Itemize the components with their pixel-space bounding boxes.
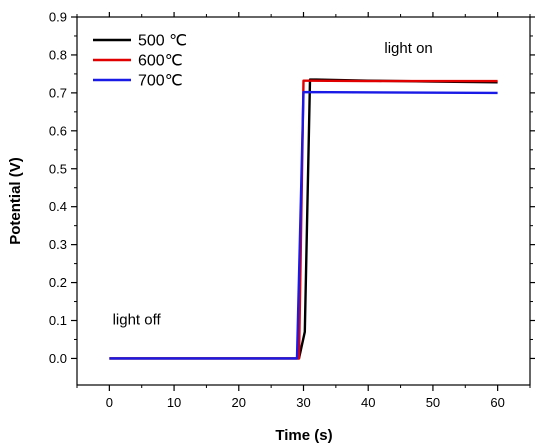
x-tick-label: 20 [232, 395, 246, 410]
y-tick-label: 0.9 [49, 10, 67, 25]
x-tick-label: 60 [490, 395, 504, 410]
x-tick-label: 0 [106, 395, 113, 410]
legend-label-2: 600℃ [138, 53, 183, 70]
y-tick-label: 0.8 [49, 47, 67, 62]
legend-label-1: 500 ℃ [138, 33, 187, 50]
x-tick-label: 30 [296, 395, 310, 410]
x-tick-label: 50 [426, 395, 440, 410]
annotations: light on light off [113, 40, 433, 328]
x-tick-label: 40 [361, 395, 375, 410]
legend-label-3: 700℃ [138, 73, 183, 90]
annotation-1: light on [384, 40, 432, 57]
axis-ticks [71, 12, 535, 391]
series-line-2 [109, 79, 498, 360]
y-tick-label: 0.3 [49, 237, 67, 252]
y-tick-label: 0.4 [49, 199, 67, 214]
y-tick-label: 0.1 [49, 313, 67, 328]
y-tick-label: 0.6 [49, 123, 67, 138]
y-axis-label: Potential (V) [7, 157, 24, 245]
axis-tick-labels: 0 10 20 30 40 50 60 0.0 0.1 0.2 0.3 0.4 0.5 0.6 0.7 0.8… [49, 10, 505, 411]
y-tick-label: 0.0 [49, 351, 67, 366]
legend: 500 ℃ 600℃ 700℃ [93, 33, 187, 90]
x-tick-label: 10 [167, 395, 181, 410]
x-axis-label: Time (s) [275, 427, 332, 444]
series-lines [109, 78, 498, 360]
y-tick-label: 0.5 [49, 161, 67, 176]
annotation-2: light off [113, 311, 162, 328]
y-tick-label: 0.7 [49, 85, 67, 100]
y-tick-label: 0.2 [49, 275, 67, 290]
series-line-3 [109, 90, 498, 360]
